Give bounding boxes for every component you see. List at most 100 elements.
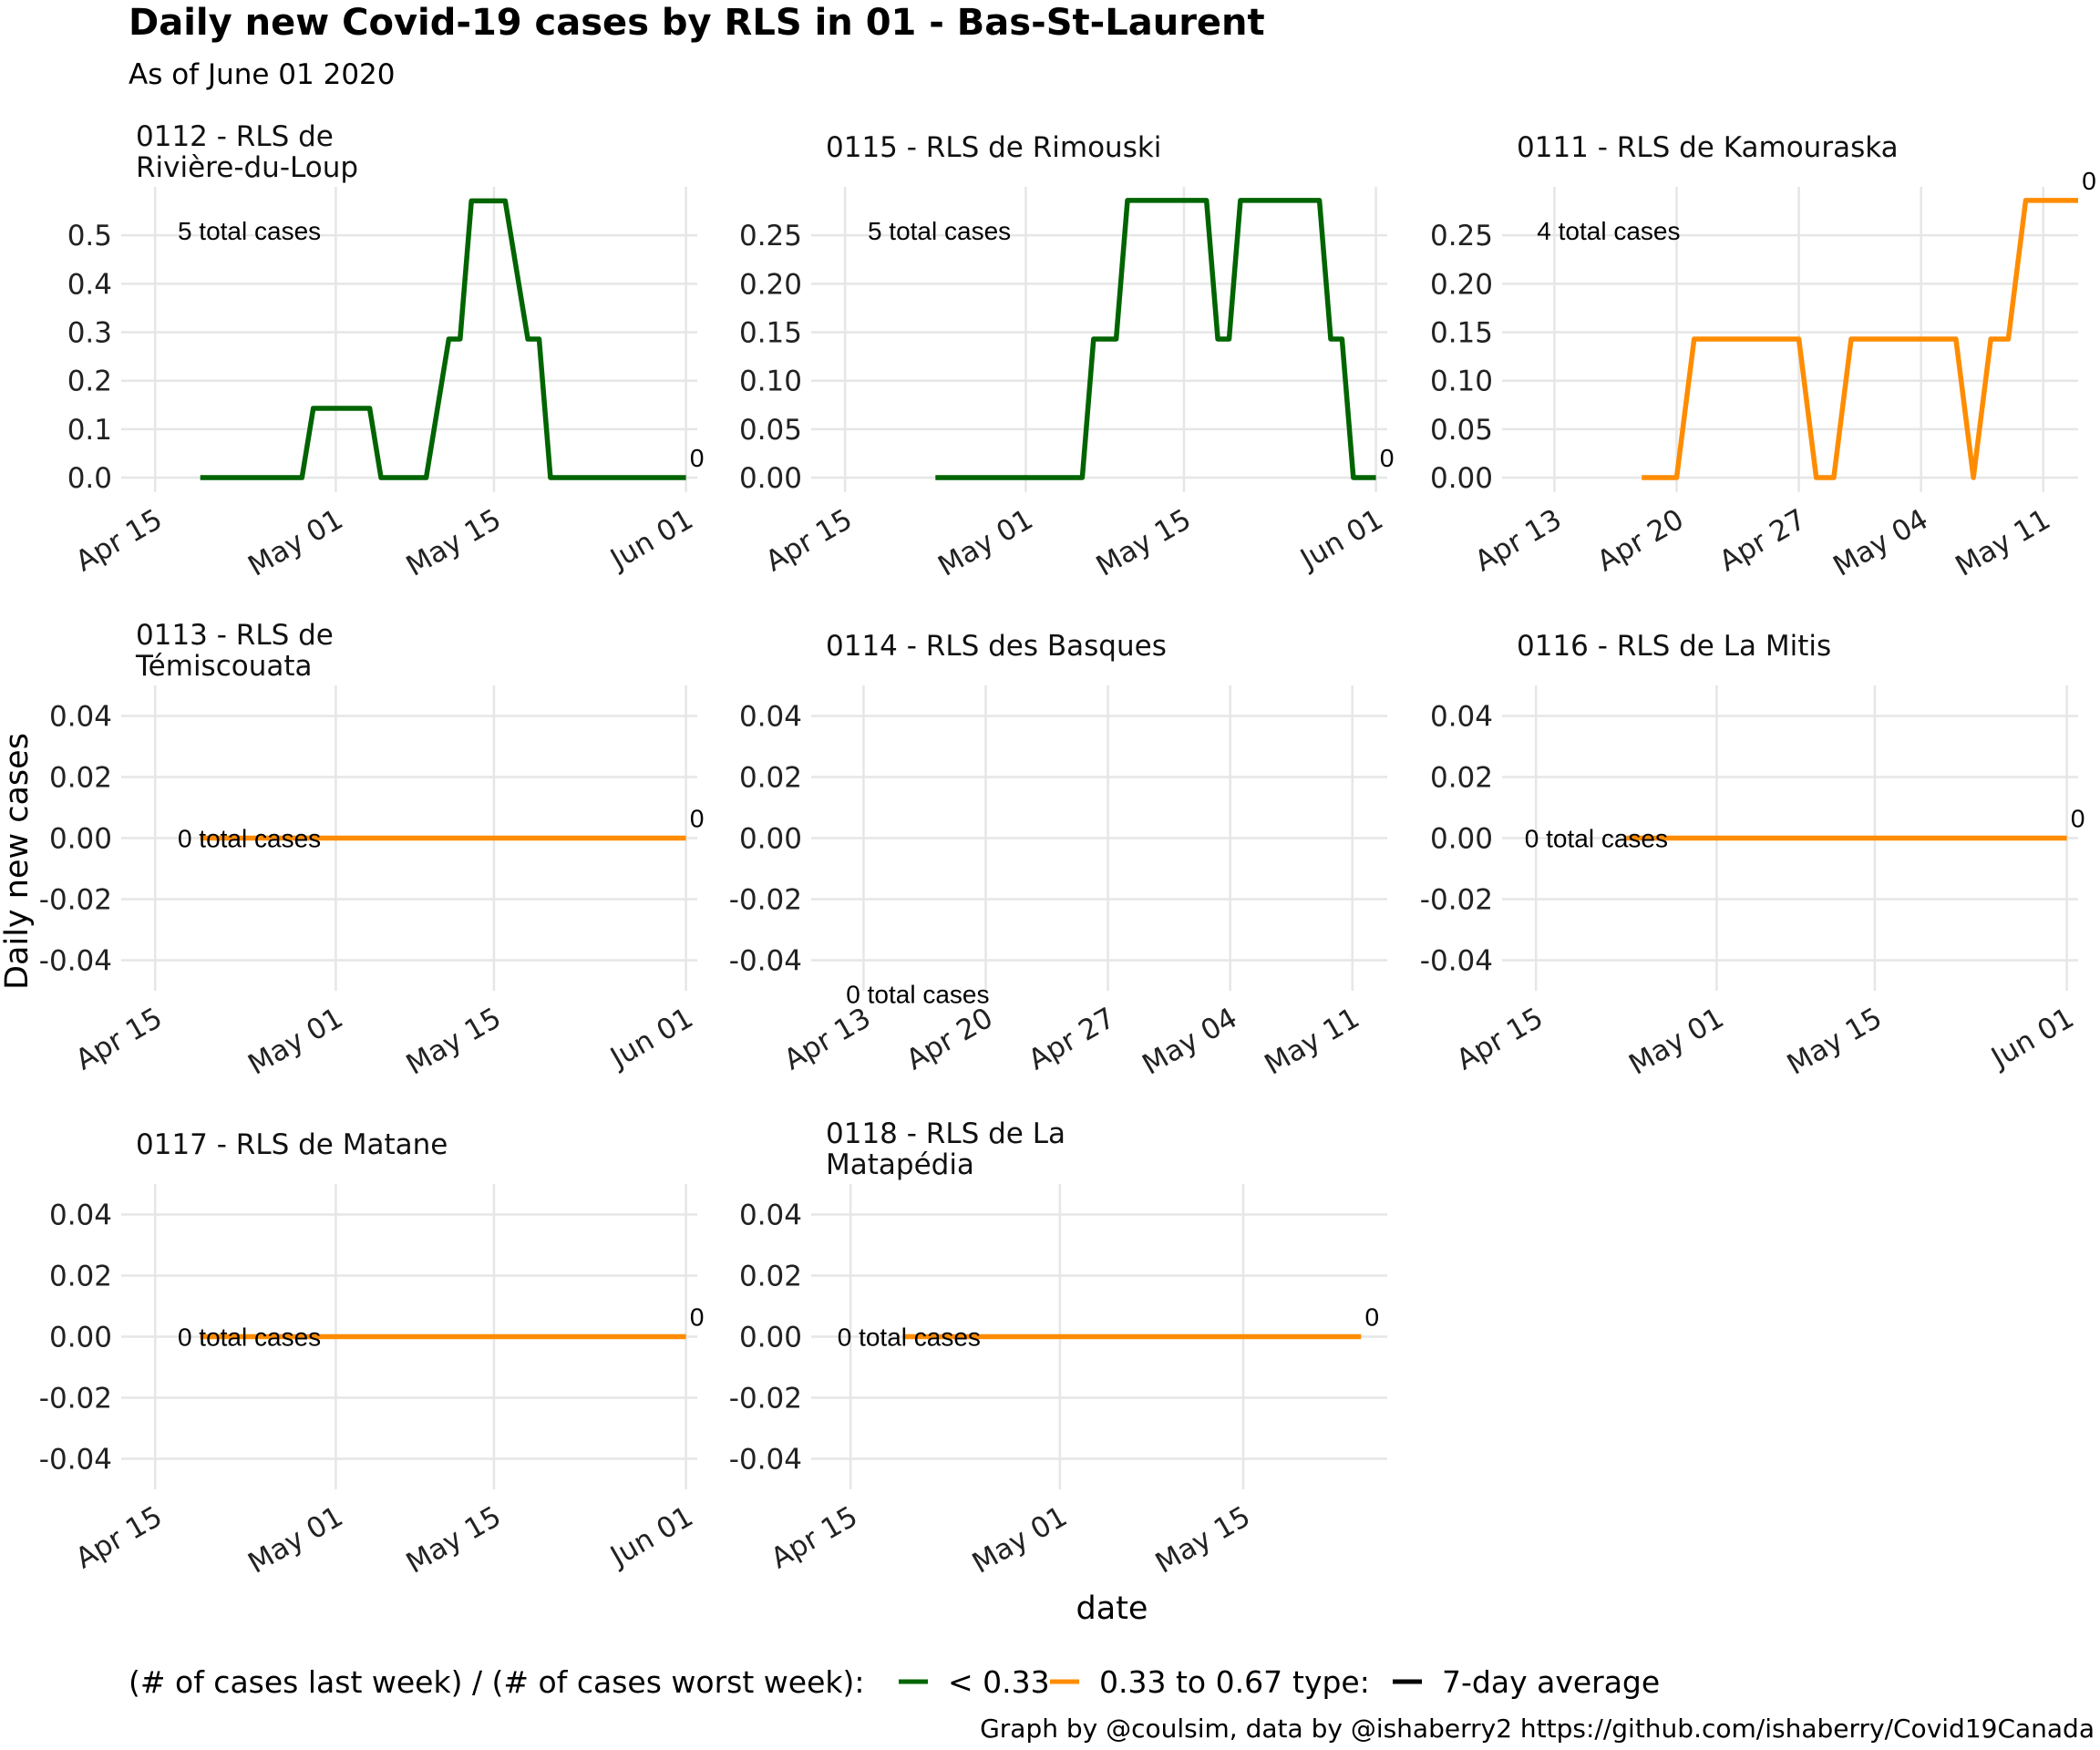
y-tick-label: -0.02 [39, 884, 112, 917]
end-value-label: 0 [2082, 167, 2096, 195]
total-cases-annotation: 0 total cases [178, 1323, 321, 1352]
legend-label: 0.33 to 0.67 [1099, 1664, 1282, 1700]
end-value-label: 0 [690, 1303, 705, 1332]
y-tick-label: 0.15 [739, 317, 802, 350]
y-tick-label: 0.15 [1430, 317, 1493, 350]
panel-title: Rivière-du-Loup [136, 151, 358, 184]
total-cases-annotation: 4 total cases [1537, 217, 1680, 245]
y-tick-label: -0.04 [39, 1444, 112, 1477]
total-cases-annotation: 5 total cases [868, 217, 1011, 245]
x-tick-label: Apr 15 [1451, 1002, 1549, 1077]
y-tick-label: 0.00 [49, 823, 112, 856]
y-tick-label: -0.04 [729, 1444, 802, 1477]
panel-5: 0114 - RLS des Basques -0.04 -0.02 0.00 0.02… [729, 630, 1387, 1082]
panel-title: Témiscouata [135, 650, 313, 683]
y-tick-label: 0.25 [739, 220, 802, 252]
y-tick-label: 0.00 [739, 462, 802, 495]
legend-label: 7-day average [1442, 1664, 1660, 1700]
y-tick-label: 0.00 [739, 1322, 802, 1354]
y-axis-label: Daily new cases [0, 733, 36, 990]
y-tick-label: 0.10 [1430, 365, 1493, 398]
x-tick-label: May 01 [967, 1500, 1073, 1580]
x-tick-label: May 15 [401, 1002, 507, 1082]
y-tick-label: -0.04 [729, 945, 802, 978]
y-tick-label: 0.3 [67, 317, 112, 350]
chart-caption: Graph by @coulsim, data by @ishaberry2 h… [980, 1714, 2095, 1744]
y-tick-label: 0.00 [1430, 462, 1493, 495]
x-tick-label: Apr 27 [1023, 1002, 1120, 1077]
y-tick-label: 0.00 [49, 1322, 112, 1354]
y-tick-label: 0.02 [1430, 762, 1493, 795]
series-line [935, 198, 1376, 480]
y-tick-label: -0.02 [1420, 884, 1493, 917]
y-tick-label: 0.04 [49, 1199, 112, 1232]
y-tick-label: 0.04 [1430, 701, 1493, 734]
y-tick-label: 0.02 [49, 1261, 112, 1293]
panel-6: 0116 - RLS de La Mitis -0.04 -0.02 0.00 0.02… [1420, 630, 2085, 1082]
y-tick-label: 0.20 [739, 268, 802, 301]
end-value-label: 0 [2071, 805, 2085, 833]
x-tick-label: Apr 13 [1469, 503, 1567, 579]
y-tick-label: 0.1 [67, 414, 112, 447]
panel-title: 0114 - RLS des Basques [826, 630, 1167, 663]
x-tick-label: Apr 15 [70, 1500, 168, 1576]
y-tick-label: 0.4 [67, 268, 112, 301]
x-tick-label: Apr 20 [1591, 503, 1689, 579]
chart-title: Daily new Covid-19 cases by RLS in 01 - … [129, 2, 1265, 44]
end-value-label: 0 [690, 444, 705, 472]
y-tick-label: 0.02 [49, 762, 112, 795]
total-cases-annotation: 0 total cases [178, 825, 321, 853]
x-tick-label: May 11 [1259, 1002, 1364, 1082]
y-tick-label: 0.25 [1430, 220, 1493, 252]
x-tick-label: May 15 [401, 1500, 507, 1580]
y-tick-label: 0.04 [739, 1199, 802, 1232]
x-tick-label: Apr 15 [760, 503, 858, 579]
x-tick-label: May 15 [1150, 1500, 1256, 1580]
y-tick-label: -0.04 [39, 945, 112, 978]
y-tick-label: 0.5 [67, 220, 112, 252]
x-tick-label: May 15 [1782, 1002, 1888, 1082]
x-tick-label: May 04 [1827, 503, 1933, 583]
panel-title: 0118 - RLS de La [826, 1117, 1065, 1150]
y-tick-label: 0.0 [67, 462, 112, 495]
panel-3: 0111 - RLS de Kamouraska 0.00 0.05 0.10 0.15… [1430, 131, 2096, 583]
panel-title: 0117 - RLS de Matane [136, 1128, 448, 1161]
y-tick-label: 0.04 [739, 701, 802, 734]
legend-color-title: (# of cases last week) / (# of cases wor… [129, 1664, 864, 1700]
panel-title: 0113 - RLS de [136, 619, 334, 652]
y-tick-label: 0.05 [739, 414, 802, 447]
x-tick-label: May 01 [1623, 1002, 1729, 1082]
y-tick-label: 0.00 [1430, 823, 1493, 856]
x-tick-label: Apr 27 [1714, 503, 1811, 579]
x-tick-label: Jun 01 [1984, 1002, 2079, 1076]
total-cases-annotation: 0 total cases [846, 980, 989, 1008]
y-tick-label: 0.10 [739, 365, 802, 398]
total-cases-annotation: 0 total cases [1525, 825, 1668, 853]
end-value-label: 0 [690, 805, 705, 833]
y-tick-label: -0.04 [1420, 945, 1493, 978]
chart-subtitle: As of June 01 2020 [129, 58, 396, 91]
x-tick-label: Apr 20 [901, 1002, 998, 1077]
legend-label: < 0.33 [948, 1664, 1050, 1700]
panel-title: 0115 - RLS de Rimouski [826, 131, 1161, 164]
panel-title: 0112 - RLS de [136, 120, 334, 153]
total-cases-annotation: 0 total cases [838, 1323, 981, 1352]
panel-7: 0117 - RLS de Matane -0.04 -0.02 0.00 0.02 0.… [39, 1128, 705, 1580]
x-axis-label: date [1076, 1590, 1148, 1627]
y-tick-label: 0.20 [1430, 268, 1493, 301]
x-tick-label: Apr 15 [70, 1002, 168, 1077]
x-tick-label: May 01 [242, 1500, 348, 1580]
y-tick-label: -0.02 [729, 1383, 802, 1415]
x-tick-label: May 01 [932, 503, 1038, 583]
legend: (# of cases last week) / (# of cases wor… [129, 1664, 1660, 1700]
x-tick-label: May 01 [242, 503, 348, 583]
x-tick-label: May 11 [1950, 503, 2055, 583]
y-tick-label: 0.04 [49, 701, 112, 734]
y-tick-label: 0.05 [1430, 414, 1493, 447]
end-value-label: 0 [1380, 444, 1395, 472]
